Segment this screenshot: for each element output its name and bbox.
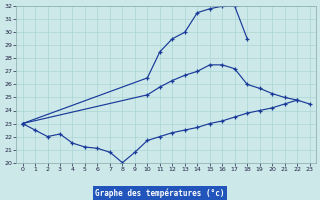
- Text: Graphe des températures (°c): Graphe des températures (°c): [95, 188, 225, 198]
